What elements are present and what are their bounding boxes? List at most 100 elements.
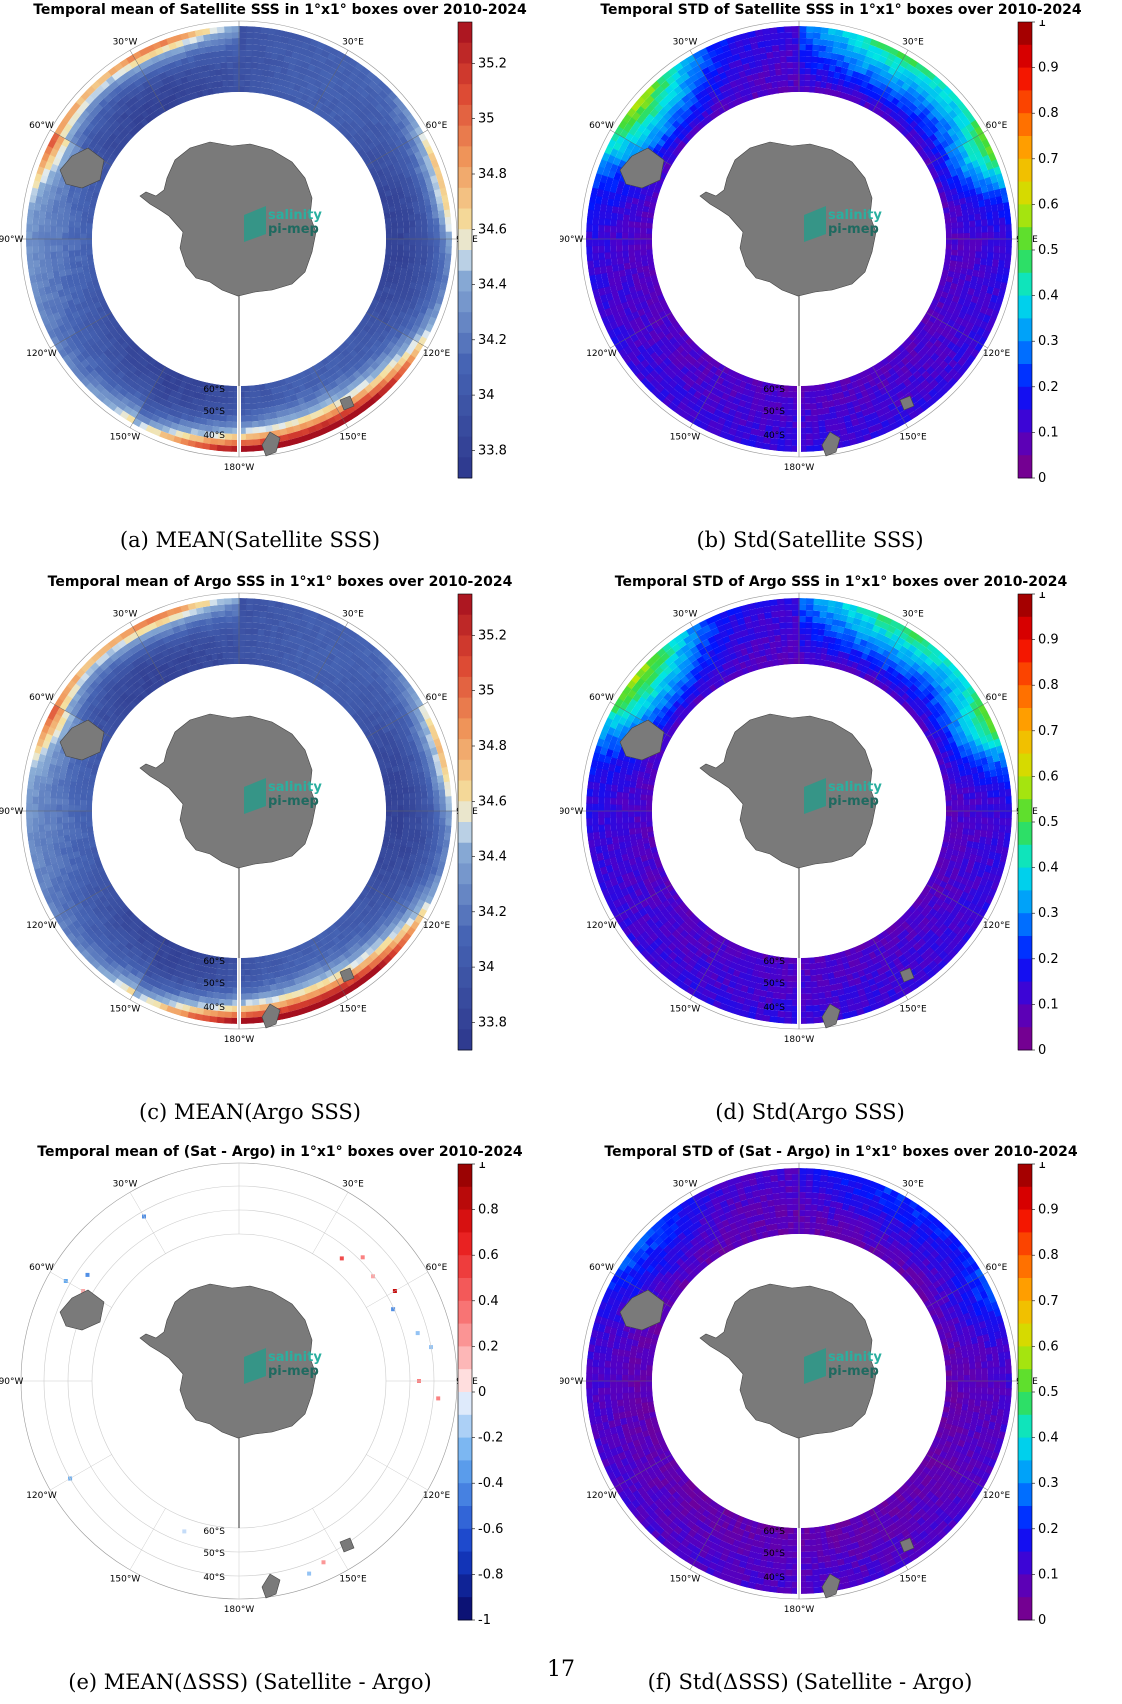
colorbar-tick-label: 35: [478, 112, 495, 127]
svg-text:salinity: salinity: [268, 780, 322, 795]
colorbar-tick-label: 0.6: [478, 1248, 499, 1263]
lon-label: 150°W: [670, 1005, 701, 1015]
panel-caption: (c) MEAN(Argo SSS): [139, 1100, 361, 1124]
lon-label: 60°E: [426, 121, 448, 131]
colorbar-tick-label: 0.5: [1038, 815, 1059, 830]
lon-label: 120°E: [423, 349, 451, 359]
lon-label: 150°W: [670, 433, 701, 443]
panel-title: Temporal mean of (Sat - Argo) in 1°x1° b…: [37, 1144, 523, 1160]
lon-label: 30°W: [113, 610, 138, 620]
lon-label: 120°E: [983, 349, 1011, 359]
svg-text:salinity: salinity: [268, 1350, 322, 1365]
lat-label: 60°S: [203, 957, 225, 967]
sss-field: [586, 26, 1012, 452]
lon-label: 150°E: [339, 433, 367, 443]
lon-label: 150°E: [339, 1575, 367, 1585]
colorbar-tick-label: 0.6: [1038, 769, 1059, 784]
sss-field: [26, 26, 452, 452]
colorbar-tick-label: 0.1: [1038, 997, 1059, 1012]
colorbar: 35.2 35 34.8 34.6 34.4 34.2 34 33.8: [457, 593, 507, 1051]
colorbar: 1 0.8 0.6 0.4 0.2 0 -0.2 -0.4 -0.6 -0.8 -1: [457, 1162, 503, 1628]
lon-label: 120°E: [983, 1491, 1011, 1501]
svg-text:pi-mep: pi-mep: [828, 794, 879, 809]
colorbar-tick-label: 0.1: [1038, 425, 1059, 440]
lon-label: 30°E: [342, 38, 364, 48]
colorbar-tick-label: 0: [1038, 471, 1046, 486]
lon-label: 150°E: [899, 433, 927, 443]
colorbar-tick-label: 34.2: [478, 333, 507, 348]
colorbar: 35.2 35 34.8 34.6 34.4 34.2 34 33.8: [457, 21, 507, 479]
colorbar-tick-label: 34.8: [478, 167, 507, 182]
colorbar-tick-label: 0.4: [1038, 1431, 1059, 1446]
graticule: [20, 20, 458, 458]
polar-map: salinitypi-mep0°30°E60°E90°E120°E150°E18…: [0, 592, 507, 1051]
lon-label: 120°W: [26, 1491, 57, 1501]
colorbar-tick-label: 0.3: [1038, 906, 1059, 921]
polar-map: salinitypi-mep0°30°E60°E90°E120°E150°E18…: [560, 592, 1059, 1058]
lon-label: 120°W: [586, 1491, 617, 1501]
colorbar-tick-label: 1: [1038, 20, 1046, 30]
panel-a: Temporal mean of Satellite SSS in 1°x1° …: [0, 0, 560, 552]
panel-caption: (e) MEAN(ΔSSS) (Satellite - Argo): [68, 1670, 432, 1694]
lon-label: 60°W: [29, 121, 54, 131]
lat-label: 50°S: [203, 979, 225, 989]
lon-label: 90°W: [560, 807, 584, 817]
colorbar-tick-label: 0.2: [1038, 1522, 1059, 1537]
lon-labels: 0°30°E60°E90°E120°E150°E180°W150°W120°W9…: [560, 1180, 1038, 1616]
lat-label: 60°S: [203, 385, 225, 395]
colorbar-tick-label: 0.5: [1038, 1385, 1059, 1400]
lon-label: 30°W: [673, 38, 698, 48]
lat-label: 50°S: [763, 407, 785, 417]
panel-caption: (f) Std(ΔSSS) (Satellite - Argo): [647, 1670, 973, 1694]
colorbar-tick-label: 1: [1038, 592, 1046, 602]
polar-map: salinitypi-mep0°30°E60°E90°E120°E150°E18…: [560, 1162, 1059, 1628]
lon-label: 90°W: [560, 1377, 584, 1387]
lon-label: 30°W: [673, 610, 698, 620]
lat-label: 50°S: [203, 1549, 225, 1559]
lon-label: 60°W: [29, 1263, 54, 1273]
colorbar-tick-label: 0.7: [1038, 1294, 1059, 1309]
lon-label: 90°W: [560, 235, 584, 245]
lon-label: 150°E: [899, 1575, 927, 1585]
lon-label: 120°E: [423, 1491, 451, 1501]
colorbar-tick-label: 0.4: [478, 1294, 499, 1309]
svg-text:pi-mep: pi-mep: [828, 222, 879, 237]
lat-label: 60°S: [763, 1527, 785, 1537]
graticule: [580, 1162, 1018, 1600]
colorbar-tick-label: 34.2: [478, 905, 507, 920]
colorbar-tick-label: 0.8: [1038, 1248, 1059, 1263]
sss-field: [586, 598, 1012, 1024]
lon-label: 30°E: [902, 610, 924, 620]
graticule: [20, 1162, 458, 1600]
antarctica-landmass: [59, 1283, 355, 1599]
lon-label: 30°E: [342, 610, 364, 620]
lon-label: 120°E: [983, 921, 1011, 931]
colorbar-tick-label: 0: [1038, 1613, 1046, 1628]
lon-label: 120°W: [586, 921, 617, 931]
lat-label: 60°S: [763, 957, 785, 967]
lon-label: 30°W: [113, 1180, 138, 1190]
lon-label: 150°W: [110, 1575, 141, 1585]
lon-label: 60°W: [589, 1263, 614, 1273]
polar-map: salinitypi-mep0°30°E60°E90°E120°E150°E18…: [0, 1162, 503, 1628]
lat-label: 40°S: [763, 1573, 785, 1583]
colorbar-tick-label: 33.8: [478, 443, 507, 458]
graticule: [580, 20, 1018, 458]
panel-title: Temporal STD of Argo SSS in 1°x1° boxes …: [614, 574, 1068, 590]
colorbar-tick-label: 35.2: [478, 629, 507, 644]
lon-label: 120°W: [26, 921, 57, 931]
colorbar-tick-label: 0.8: [478, 1203, 499, 1218]
lat-label: 40°S: [203, 1003, 225, 1013]
colorbar-tick-label: 0.2: [1038, 952, 1059, 967]
panel-title: Temporal mean of Argo SSS in 1°x1° boxes…: [47, 574, 513, 590]
svg-text:pi-mep: pi-mep: [268, 222, 319, 237]
lon-label: 150°W: [110, 1005, 141, 1015]
lon-label: 60°E: [986, 693, 1008, 703]
colorbar-tick-label: 34.8: [478, 739, 507, 754]
lat-label: 50°S: [203, 407, 225, 417]
lon-label: 60°W: [589, 693, 614, 703]
polar-map: salinitypi-mep0°30°E60°E90°E120°E150°E18…: [560, 20, 1059, 486]
